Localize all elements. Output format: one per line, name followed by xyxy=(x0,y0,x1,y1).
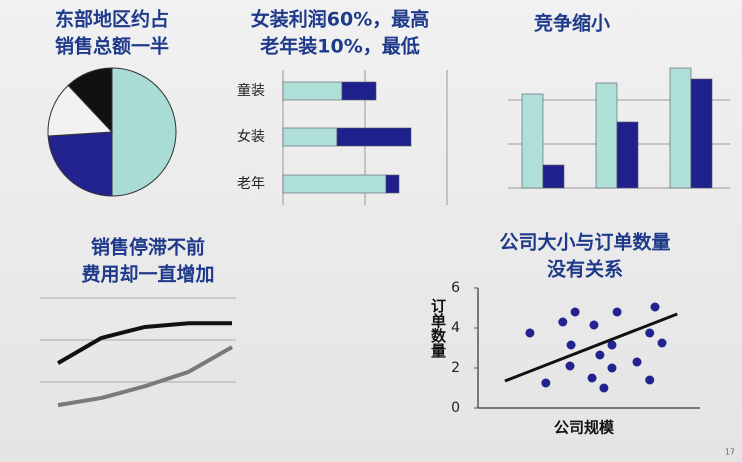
bar xyxy=(690,78,713,189)
bar xyxy=(521,93,544,189)
point xyxy=(525,328,535,338)
chart-title: 公司大小与订单数量 xyxy=(499,231,670,254)
point xyxy=(657,338,667,348)
bar-segment xyxy=(282,174,387,194)
x-axis-label: 公司规模 xyxy=(554,419,615,437)
chart-title: 竞争缩小 xyxy=(534,12,610,35)
chart-title: 女装利润60%，最高 xyxy=(251,8,429,31)
bar-segment xyxy=(282,81,343,101)
y-tick-label: 4 xyxy=(451,320,460,336)
bar-segment xyxy=(385,174,400,194)
bar-segment xyxy=(282,127,338,147)
y-tick-label: 2 xyxy=(451,360,460,376)
point xyxy=(570,307,580,317)
line xyxy=(56,321,232,365)
bar-segment xyxy=(341,81,377,101)
point xyxy=(541,378,551,388)
chart-title: 销售停滞不前 xyxy=(91,236,205,259)
point xyxy=(587,373,597,383)
y-tick-label: 0 xyxy=(451,400,460,416)
point xyxy=(599,383,609,393)
chart-title: 老年装10%，最低 xyxy=(260,35,419,58)
point xyxy=(612,307,622,317)
category-label: 女装 xyxy=(237,128,265,145)
bar xyxy=(669,67,692,189)
point xyxy=(645,328,655,338)
page-number: 17 xyxy=(725,448,735,457)
chart-title: 没有关系 xyxy=(547,258,623,281)
pie-slice xyxy=(47,84,114,137)
chart-title: 费用却一直增加 xyxy=(81,263,214,286)
point xyxy=(566,340,576,350)
point xyxy=(565,361,575,371)
point xyxy=(650,302,660,312)
point xyxy=(558,317,568,327)
pie-slice xyxy=(47,131,113,197)
bar xyxy=(616,121,639,189)
point xyxy=(645,375,655,385)
point xyxy=(595,350,605,360)
chart-title: 东部地区约占 xyxy=(55,8,169,31)
y-tick-label: 6 xyxy=(451,280,460,296)
bar xyxy=(595,82,618,189)
point xyxy=(607,363,617,373)
bar-segment xyxy=(336,127,412,147)
line xyxy=(57,345,233,408)
trend-line xyxy=(504,312,678,383)
pie-slice xyxy=(111,67,177,197)
point xyxy=(589,320,599,330)
point xyxy=(632,357,642,367)
category-label: 老年 xyxy=(237,176,265,192)
bar xyxy=(542,164,565,189)
chart-title: 销售总额一半 xyxy=(55,35,169,58)
y-axis-label: 订单数量 xyxy=(429,298,447,358)
category-label: 童装 xyxy=(237,82,265,99)
pie-slice xyxy=(67,67,113,134)
point xyxy=(607,340,617,350)
